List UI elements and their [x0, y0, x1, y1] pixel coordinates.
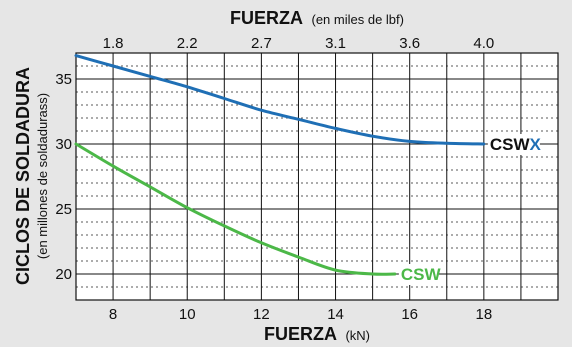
series-label-background: [487, 134, 540, 155]
bottom-tick-label: 14: [327, 306, 344, 323]
top-axis-tick-labels: 1.8 2.2 2.7 3.1 3.6 4.0: [103, 35, 495, 52]
series-label-text: CSW: [401, 265, 442, 284]
top-tick-label: 4.0: [473, 35, 494, 52]
plot-frame: [75, 52, 559, 301]
left-axis-title: CICLOS DE SOLDADURA: [13, 67, 33, 285]
left-tick-label: 30: [55, 136, 72, 153]
bottom-axis-tick-labels: 8 10 12 14 16 18: [109, 306, 492, 323]
left-axis-tick-labels: 20 25 30 35: [55, 71, 72, 283]
top-tick-label: 3.6: [399, 35, 420, 52]
left-tick-label: 20: [55, 266, 72, 283]
series-lines: [74, 54, 486, 276]
left-axis-unit: (en millones de soldadurass): [35, 93, 50, 259]
series-line-1: [74, 142, 397, 276]
top-axis-title-text: FUERZA: [230, 8, 303, 28]
bottom-tick-label: 12: [253, 306, 270, 323]
top-tick-label: 2.2: [177, 35, 198, 52]
left-tick-label: 35: [55, 71, 72, 88]
series-label-text: CSW: [490, 135, 531, 154]
plot-background: [76, 53, 558, 300]
bottom-tick-label: 8: [109, 306, 117, 323]
top-axis-title: FUERZA (en miles de lbf): [230, 8, 404, 28]
series-line-0: [74, 54, 486, 146]
series-label-0: CSWX: [490, 135, 542, 154]
top-axis-unit: (en miles de lbf): [311, 12, 403, 27]
bottom-axis-unit: (kN): [345, 328, 370, 343]
bottom-axis-title-text: FUERZA: [264, 324, 337, 344]
bottom-tick-label: 18: [476, 306, 493, 323]
series-label-background: [398, 264, 439, 285]
top-tick-label: 3.1: [325, 35, 346, 52]
series-label-accent: X: [530, 135, 542, 154]
left-tick-label: 25: [55, 201, 72, 218]
bottom-tick-label: 10: [179, 306, 196, 323]
bottom-tick-label: 16: [401, 306, 418, 323]
top-tick-label: 1.8: [103, 35, 124, 52]
grid-minor: [76, 52, 558, 301]
top-tick-label: 2.7: [251, 35, 272, 52]
series-label-1: CSW: [401, 265, 442, 284]
bottom-axis-title: FUERZA (kN): [264, 324, 370, 344]
